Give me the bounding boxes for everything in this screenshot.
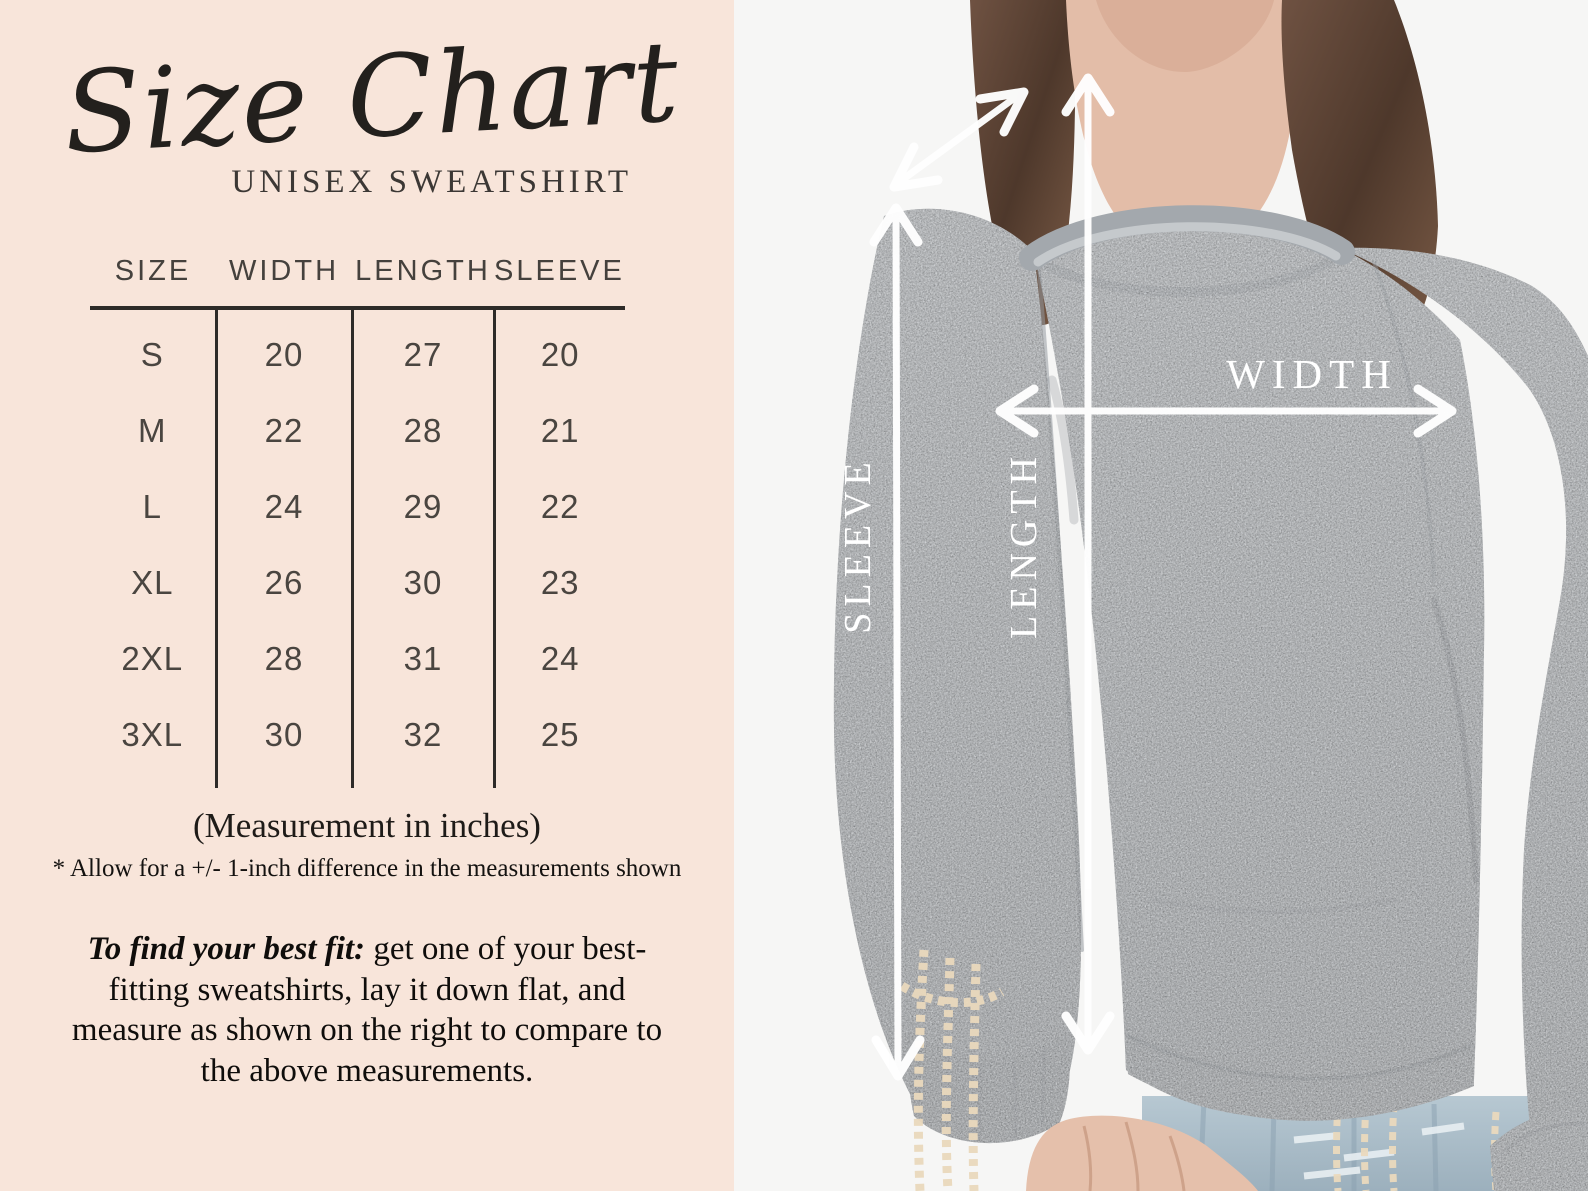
cell-length: 30 — [350, 545, 494, 621]
column-header-sleeve: SLEEVE — [494, 255, 625, 310]
cell-width: 22 — [214, 393, 352, 469]
finger-lines — [1082, 1121, 1186, 1191]
hand — [1026, 1115, 1258, 1191]
table-row: XL 26 30 23 — [90, 545, 625, 621]
table-row: S 20 27 20 — [90, 308, 625, 393]
cell-length: 29 — [350, 469, 494, 545]
cell-size: S — [140, 336, 164, 373]
table-row: L 24 29 22 — [90, 469, 625, 545]
size-table: SIZE WIDTH LENGTH SLEEVE S 20 27 20 M 22… — [90, 255, 625, 788]
cell-sleeve: 22 — [492, 469, 625, 545]
tolerance-note: * Allow for a +/- 1-inch difference in t… — [52, 855, 682, 882]
page-subtitle: UNISEX SWEATSHIRT — [231, 164, 632, 200]
sleeve-arrow — [869, 203, 925, 1081]
collar — [1019, 205, 1355, 271]
shoulder-diagonal-arrow — [889, 87, 1029, 192]
fit-tip-lead: To find your best fit: — [87, 931, 366, 967]
cell-length: 28 — [350, 393, 494, 469]
size-chart-panel: Size Chart UNISEX SWEATSHIRT SIZE WIDTH … — [0, 0, 734, 1191]
cell-width: 30 — [214, 697, 352, 788]
units-note: (Measurement in inches) — [193, 806, 541, 845]
column-header-size: SIZE — [90, 255, 216, 310]
table-row: 3XL 30 32 25 — [90, 697, 625, 788]
table-row: 2XL 28 31 24 — [90, 621, 625, 697]
cell-sleeve: 20 — [492, 308, 625, 393]
photo-illustration: WIDTH LENGTH SLEEVE — [734, 0, 1588, 1191]
table-row: M 22 28 21 — [90, 393, 625, 469]
cell-size: XL — [131, 564, 174, 601]
neck — [1066, 0, 1300, 247]
cell-size: L — [142, 488, 162, 525]
cell-length: 32 — [350, 697, 494, 788]
fit-tip-paragraph: To find your best fit: get one of your b… — [55, 929, 679, 1091]
length-label: LENGTH — [1003, 451, 1045, 639]
cell-width: 28 — [214, 621, 352, 697]
sweatshirt — [833, 205, 1588, 1191]
cell-width: 20 — [214, 308, 352, 393]
width-arrow — [995, 384, 1457, 438]
cell-width: 24 — [214, 469, 352, 545]
cell-size: 3XL — [121, 716, 184, 753]
cell-length: 27 — [350, 308, 494, 393]
cell-size: 2XL — [121, 640, 184, 677]
cell-width: 26 — [214, 545, 352, 621]
column-header-width: WIDTH — [216, 255, 352, 310]
width-label: WIDTH — [1226, 351, 1398, 397]
sweatshirt-photo: WIDTH LENGTH SLEEVE — [734, 0, 1588, 1191]
cell-sleeve: 23 — [492, 545, 625, 621]
cell-length: 31 — [350, 621, 494, 697]
bead-strands — [899, 949, 1005, 1191]
fit-tip-body: get one of your best-fitting sweatshirts… — [71, 931, 663, 1089]
sleeve-label: SLEEVE — [837, 456, 879, 633]
page-title: Size Chart — [60, 16, 684, 180]
length-arrow — [1061, 73, 1115, 1055]
cell-sleeve: 25 — [492, 697, 625, 788]
chin-shadow — [1096, 0, 1274, 72]
measurement-annotations — [869, 73, 1457, 1081]
cell-size: M — [138, 412, 167, 449]
cell-sleeve: 24 — [492, 621, 625, 697]
cell-sleeve: 21 — [492, 393, 625, 469]
table-header-row: SIZE WIDTH LENGTH SLEEVE — [90, 255, 625, 310]
column-header-length: LENGTH — [352, 255, 494, 310]
